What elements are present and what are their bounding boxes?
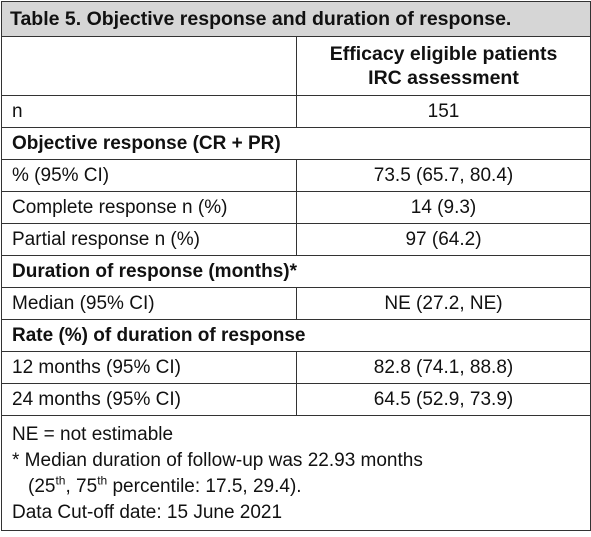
footnote-text: (25 [28,476,56,497]
header-row: Efficacy eligible patients IRC assessmen… [1,36,591,96]
column-header: Efficacy eligible patients IRC assessmen… [295,36,591,96]
row-label: 12 months (95% CI) [1,351,297,384]
row-label: 24 months (95% CI) [1,383,297,416]
row-value: 151 [295,95,591,128]
footnote: * Median duration of follow-up was 22.93… [12,450,423,471]
row-value: 64.5 (52.9, 73.9) [295,383,591,416]
superscript: th [55,473,66,488]
header-empty [1,36,297,96]
table-title: Table 5. Objective response and duration… [0,1,591,37]
row-label: Median (95% CI) [1,287,297,320]
row-label: n [1,95,297,128]
footnote: (25th, 75th percentile: 17.5, 29.4). [12,474,580,500]
table-row: 12 months (95% CI) 82.8 (74.1, 88.8) [1,351,591,384]
row-label: % (95% CI) [1,159,297,192]
table-row: 24 months (95% CI) 64.5 (52.9, 73.9) [1,383,591,416]
section-label: Objective response (CR + PR) [0,127,591,160]
superscript: th [97,473,108,488]
section-label: Duration of response (months)* [0,255,591,288]
row-label: Complete response n (%) [1,191,297,224]
table-row: Complete response n (%) 14 (9.3) [1,191,591,224]
row-value: 97 (64.2) [295,223,591,256]
row-value: NE (27.2, NE) [295,287,591,320]
table-row: % (95% CI) 73.5 (65.7, 80.4) [1,159,591,192]
footnotes: NE = not estimable * Median duration of f… [0,415,591,531]
section-label: Rate (%) of duration of response [0,319,591,352]
footnote-row: NE = not estimable * Median duration of f… [0,415,591,531]
table-row: Objective response (CR + PR) [0,127,591,160]
table-row: Median (95% CI) NE (27.2, NE) [1,287,591,320]
row-value: 82.8 (74.1, 88.8) [295,351,591,384]
footnote: NE = not estimable [12,424,174,445]
table-row: n 151 [1,95,591,128]
table-row: Duration of response (months)* [0,255,591,288]
title-row: Table 5. Objective response and duration… [0,1,591,37]
footnote: Data Cut-off date: 15 June 2021 [12,502,283,523]
table-row: Partial response n (%) 97 (64.2) [1,223,591,256]
table-row: Rate (%) of duration of response [0,319,591,352]
header-line: IRC assessment [368,67,519,89]
row-value: 14 (9.3) [295,191,591,224]
header-line: Efficacy eligible patients [329,43,558,65]
footnote-text: percentile: 17.5, 29.4). [107,476,302,497]
footnote-text: , 75 [65,476,98,497]
row-label: Partial response n (%) [1,223,297,256]
row-value: 73.5 (65.7, 80.4) [295,159,591,192]
